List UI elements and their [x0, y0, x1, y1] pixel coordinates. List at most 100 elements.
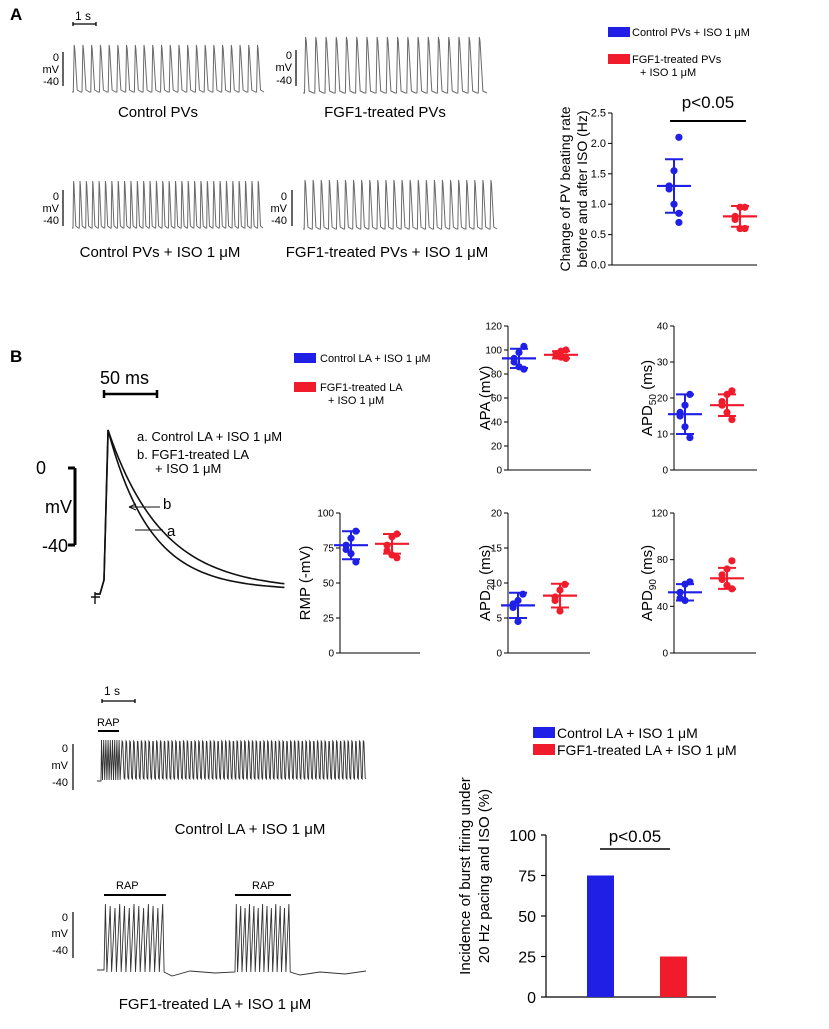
data-point: [731, 215, 739, 223]
chart-pv-beating-rate: 0.0 0.5 1.0 1.5 2.0 2.5 Change of PV beating r…: [557, 93, 757, 272]
legend-b-swatch-fgf1: [294, 382, 316, 392]
legend-burst-swatch-control: [533, 727, 555, 738]
trace-label-control-pv-iso: Control PVs + ISO 1 μM: [80, 244, 241, 261]
ap-volt-bot: -40: [42, 536, 68, 556]
legend-b-swatch-control: [294, 353, 316, 363]
pv-volt-labels: 0 mV -40 0 mV -40 0 mV -40 0 mV -40: [43, 50, 297, 227]
y-tick-label: 50: [323, 579, 335, 590]
y-tick-label: 0: [527, 990, 536, 1007]
ap-time-scale-bar: [102, 390, 159, 398]
y-tick-label: 0.5: [591, 229, 606, 241]
bar: [587, 875, 614, 997]
y-tick-label: 1.0: [591, 199, 606, 211]
legend-swatch-control: [608, 27, 630, 37]
rap-trace-control: [97, 739, 367, 782]
y-tick-label: 0.0: [591, 260, 606, 272]
rap-label-fgf1: FGF1-treated LA + ISO 1 μM: [119, 996, 311, 1013]
data-point: [718, 575, 726, 584]
chart-burst-incidence: 0 25 50 75 100 Incidence of burst firing unde…: [457, 777, 716, 1007]
y-axis-label-sub: 90: [648, 579, 659, 591]
y-axis-label-main: APD: [477, 590, 494, 621]
rap-trace-fgf1: [97, 903, 367, 977]
svg-text:0: 0: [62, 912, 68, 924]
data-point: [510, 358, 518, 366]
panel-label-b: B: [10, 347, 22, 366]
chart-apa: 0 20 40 60 80 100 120 APA (mV): [477, 322, 591, 477]
legend-b-label-fgf1: FGF1-treated LA: [320, 382, 403, 394]
ap-label-b-iso: + ISO 1 μM: [155, 461, 221, 476]
data-point: [665, 185, 673, 193]
y-tick-label: 120: [651, 509, 668, 520]
legend-label-control: Control PVs + ISO 1 μM: [632, 27, 750, 39]
y-tick-label: 100: [317, 509, 334, 520]
y-axis-label: Incidence of burst firing under: [457, 777, 474, 975]
chart-apd90: 0 40 80 120 APD90 (ms): [639, 509, 756, 660]
svg-text:-40: -40: [271, 215, 287, 227]
y-tick-label: 25: [323, 614, 335, 625]
significance-label: p<0.05: [609, 827, 661, 846]
y-tick-label: 0: [328, 649, 334, 660]
rap-traces: 1 s RAP 0 mV -40 Control LA + ISO 1 μM R…: [52, 684, 367, 1013]
y-tick-label: 40: [657, 322, 669, 333]
svg-text:0: 0: [281, 191, 287, 203]
pv-volt-bot: -40: [43, 76, 59, 88]
pv-volt-top: 0: [53, 52, 59, 64]
legend-burst-label-fgf1: FGF1-treated LA + ISO 1 μM: [557, 742, 737, 758]
chart-apd50: 0 10 20 30 40 APD50 (ms): [639, 322, 757, 477]
svg-text:-40: -40: [43, 215, 59, 227]
y-axis-label-sub: 50: [648, 394, 659, 406]
svg-text:mV: mV: [276, 62, 293, 74]
pv-volt-mid: mV: [43, 64, 60, 76]
significance-label: p<0.05: [682, 93, 734, 112]
y-axis-label-main: APD: [639, 590, 656, 621]
y-tick-label: 0: [662, 466, 668, 477]
y-axis-label: RMP (-mV): [297, 546, 314, 621]
y-tick-label: 20: [657, 394, 669, 405]
data-point: [514, 617, 522, 626]
data-point: [728, 557, 736, 565]
y-axis-label: APD90 (ms): [639, 545, 659, 621]
legend-a: Control PVs + ISO 1 μM FGF1-treated PVs …: [608, 27, 750, 79]
rap-label-2: RAP: [116, 880, 139, 892]
y-axis-label: APD50 (ms): [639, 360, 659, 436]
y-tick-label: 1.5: [591, 168, 606, 180]
y-tick-label: 5: [496, 614, 502, 625]
ap-label-b: b. FGF1-treated LA: [137, 447, 249, 462]
y-tick-label: 2.5: [591, 108, 606, 120]
y-tick-label: 0: [662, 649, 668, 660]
panel-label-a: A: [10, 5, 22, 24]
svg-text:-40: -40: [276, 75, 292, 87]
y-tick-label: 75: [518, 869, 536, 886]
pv-time-scale: 1 s: [72, 9, 97, 26]
y-tick-label: 40: [657, 602, 669, 613]
y-tick-label: 80: [657, 555, 669, 566]
ap-marker-b: b: [163, 496, 171, 513]
legend-b-label-fgf1-iso: + ISO 1 μM: [328, 395, 384, 407]
data-point: [393, 554, 401, 562]
legend-label-fgf1: FGF1-treated PVs: [632, 54, 722, 66]
y-axis-label-sub: 20: [486, 579, 497, 591]
ap-volt-top: 0: [36, 458, 46, 478]
data-point: [556, 607, 564, 615]
data-point: [342, 545, 350, 554]
y-axis-label-unit: (ms): [639, 545, 656, 579]
y-axis-label-unit: (ms): [477, 545, 494, 579]
trace-label-control-pv: Control PVs: [118, 104, 198, 121]
y-tick-label: 2.0: [591, 138, 606, 150]
y-tick-label: 80: [491, 370, 503, 381]
y-tick-label: 10: [491, 579, 503, 590]
rap-label-1: RAP: [97, 717, 120, 729]
y-axis-label-main: APD: [639, 405, 656, 436]
y-tick-label: 75: [323, 544, 335, 555]
rap-time-scale: 1 s: [104, 684, 120, 698]
ap-trace-a: [95, 429, 285, 595]
pv-trace-2: [72, 180, 264, 229]
data-point: [519, 590, 527, 598]
y-tick-label: 10: [657, 430, 669, 441]
pv-trace-0: [72, 44, 265, 93]
legend-swatch-fgf1: [608, 54, 630, 64]
data-point: [686, 434, 694, 442]
legend-burst-label-control: Control LA + ISO 1 μM: [557, 725, 698, 741]
y-tick-label: 0: [496, 466, 502, 477]
y-axis-label: Change of PV beating rate: [557, 106, 573, 271]
